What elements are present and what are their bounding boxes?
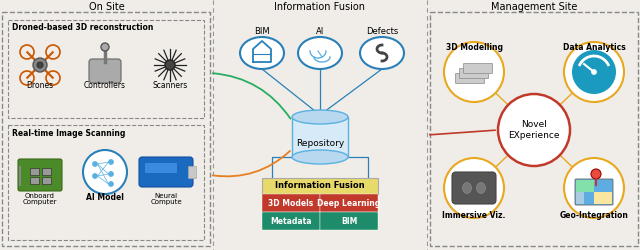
Circle shape (109, 172, 113, 176)
Text: Novel
EXperience: Novel EXperience (508, 120, 560, 140)
FancyBboxPatch shape (576, 180, 594, 192)
Bar (8, 125, 204, 240)
FancyBboxPatch shape (576, 192, 584, 204)
Circle shape (591, 70, 596, 74)
Text: BIM: BIM (341, 216, 357, 226)
Text: Computer: Computer (23, 199, 57, 205)
Circle shape (83, 150, 127, 194)
Text: Defects: Defects (366, 26, 398, 36)
Ellipse shape (292, 150, 348, 164)
Text: Neural: Neural (154, 193, 177, 199)
Ellipse shape (240, 37, 284, 69)
Ellipse shape (477, 182, 486, 194)
Circle shape (444, 42, 504, 102)
Circle shape (93, 174, 97, 178)
Text: Repository: Repository (296, 138, 344, 147)
Circle shape (109, 182, 113, 186)
Text: Management Site: Management Site (491, 2, 577, 12)
Ellipse shape (360, 37, 404, 69)
FancyBboxPatch shape (320, 212, 378, 230)
Bar (30, 168, 39, 175)
FancyBboxPatch shape (575, 179, 613, 205)
Text: Information Fusion: Information Fusion (275, 2, 365, 12)
FancyBboxPatch shape (320, 194, 378, 212)
Circle shape (93, 162, 97, 166)
Text: Information Fusion: Information Fusion (275, 182, 365, 190)
Circle shape (37, 62, 43, 68)
Text: Geo-Integration: Geo-Integration (559, 210, 628, 220)
Text: Onboard: Onboard (25, 193, 55, 199)
FancyBboxPatch shape (18, 159, 62, 191)
Ellipse shape (463, 182, 472, 194)
FancyBboxPatch shape (460, 68, 488, 78)
FancyBboxPatch shape (145, 163, 177, 173)
FancyBboxPatch shape (262, 212, 320, 230)
FancyBboxPatch shape (452, 172, 496, 204)
FancyBboxPatch shape (262, 178, 378, 194)
Bar (42, 168, 51, 175)
Text: Deep Learning: Deep Learning (317, 198, 381, 207)
Text: Scanners: Scanners (152, 82, 188, 90)
Text: AI Model: AI Model (86, 194, 124, 202)
Bar (42, 177, 51, 184)
FancyBboxPatch shape (594, 192, 612, 204)
Bar (188, 166, 196, 178)
Ellipse shape (292, 110, 348, 124)
Circle shape (165, 60, 175, 70)
Text: AI: AI (316, 26, 324, 36)
Ellipse shape (298, 37, 342, 69)
Circle shape (101, 43, 109, 51)
Circle shape (572, 50, 616, 94)
Bar (292, 117, 348, 157)
FancyBboxPatch shape (456, 74, 484, 84)
Circle shape (564, 42, 624, 102)
FancyBboxPatch shape (262, 194, 320, 212)
Circle shape (109, 160, 113, 164)
Text: Droned-based 3D reconstruction: Droned-based 3D reconstruction (12, 24, 154, 32)
Text: On Site: On Site (89, 2, 125, 12)
Bar (8, 20, 204, 118)
Circle shape (564, 158, 624, 218)
Text: Drones: Drones (26, 82, 54, 90)
Text: 3D Modelling: 3D Modelling (445, 42, 502, 51)
Text: Data Analytics: Data Analytics (563, 42, 625, 51)
Text: Controllers: Controllers (84, 82, 126, 90)
Text: Real-time Image Scanning: Real-time Image Scanning (12, 128, 125, 138)
Bar (430, 12, 638, 246)
Text: Immersive Viz.: Immersive Viz. (442, 210, 506, 220)
FancyBboxPatch shape (89, 59, 121, 83)
Circle shape (591, 169, 601, 179)
Text: 3D Models: 3D Models (268, 198, 314, 207)
Text: Metadata: Metadata (270, 216, 312, 226)
Text: BIM: BIM (254, 26, 270, 36)
Circle shape (33, 58, 47, 72)
FancyBboxPatch shape (139, 157, 193, 187)
Bar (2, 12, 210, 246)
Circle shape (498, 94, 570, 166)
Bar (30, 177, 39, 184)
FancyBboxPatch shape (463, 64, 493, 74)
Circle shape (444, 158, 504, 218)
Text: Compute: Compute (150, 199, 182, 205)
